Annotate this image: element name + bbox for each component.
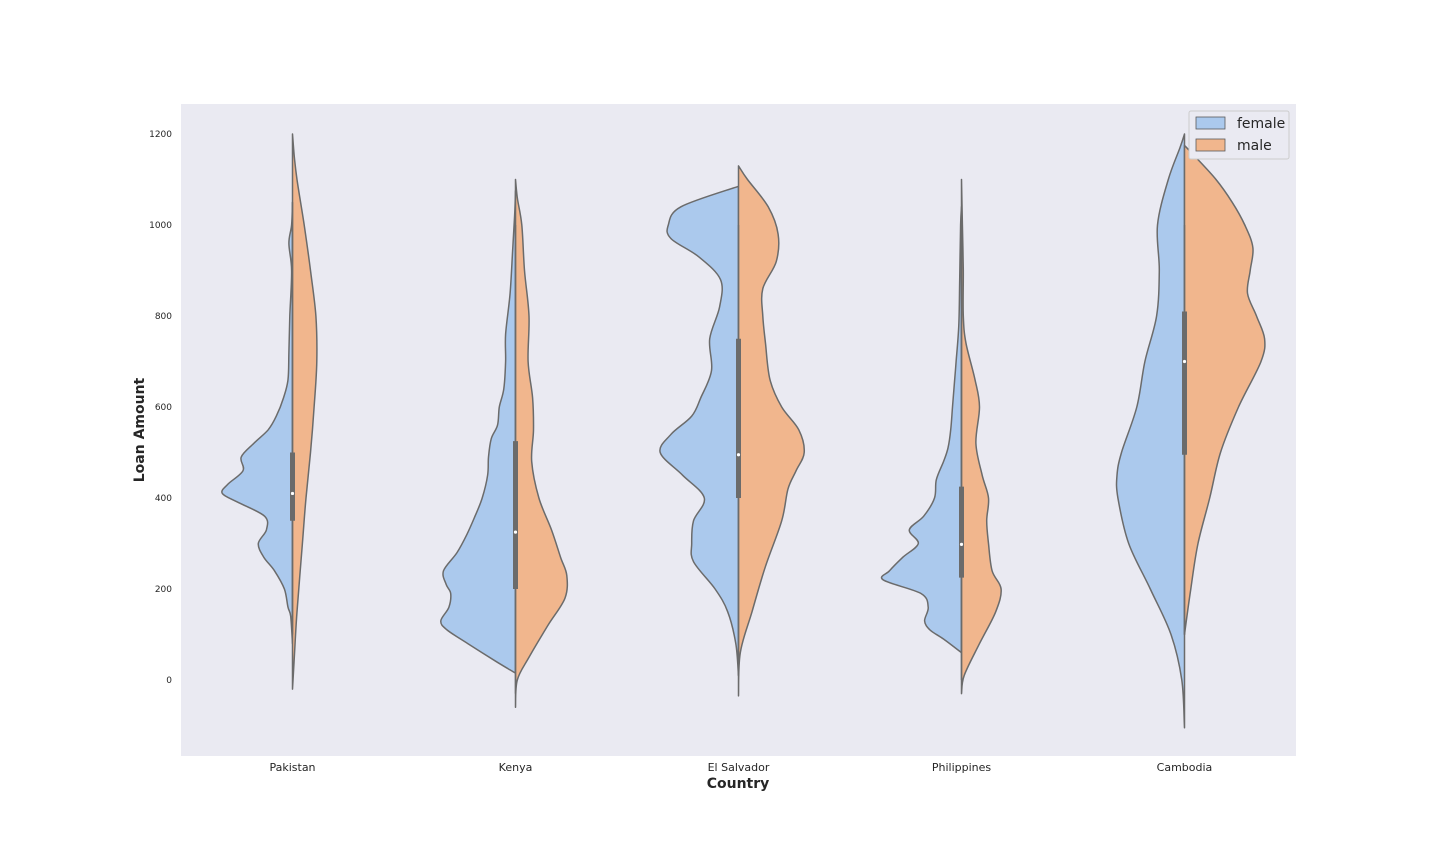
violin-half-male-el-salvador	[737, 165, 806, 697]
violin-half-male-kenya	[514, 178, 569, 709]
x-tick-labels: Pakistan Kenya El Salvador Philippines Cambo…	[269, 761, 1212, 774]
legend-label-female: female	[1237, 116, 1285, 132]
median-marker-pakistan	[290, 491, 295, 496]
violin-philippines	[880, 178, 1002, 695]
violin-half-female-kenya	[440, 190, 517, 674]
violin-half-female-pakistan	[221, 201, 294, 645]
median-marker-philippines	[959, 542, 964, 547]
violin-half-female-cambodia	[1115, 133, 1186, 729]
y-tick-label-800: 800	[155, 312, 172, 322]
median-marker-cambodia	[1182, 359, 1187, 364]
y-tick-label-200: 200	[155, 585, 172, 595]
violin-pakistan	[221, 133, 318, 690]
violin-half-male-philippines	[960, 178, 1002, 695]
violin-layer	[221, 133, 1266, 729]
y-tick-label-400: 400	[155, 494, 172, 504]
violin-half-male-cambodia	[1183, 144, 1266, 636]
median-marker-kenya	[513, 530, 518, 534]
violin-kenya	[440, 178, 569, 709]
legend-label-male: male	[1237, 138, 1272, 154]
violin-cambodia	[1115, 133, 1266, 729]
violin-half-male-pakistan	[291, 133, 318, 690]
y-axis-label: Loan Amount	[132, 377, 148, 482]
y-tick-label-0: 0	[166, 676, 172, 686]
violin-half-female-el-salvador	[659, 185, 740, 677]
median-marker-el-salvador	[736, 453, 741, 457]
legend: female male	[1188, 110, 1290, 160]
x-tick-label-cambodia: Cambodia	[1157, 761, 1213, 774]
violin-el-salvador	[659, 165, 806, 697]
x-tick-label-kenya: Kenya	[499, 761, 533, 774]
x-tick-label-el-salvador: El Salvador	[708, 761, 770, 774]
y-tick-labels: 0 200 400 600 800 1000 1200	[149, 130, 172, 686]
y-tick-label-600: 600	[155, 403, 172, 413]
y-tick-label-1200: 1200	[149, 130, 172, 140]
x-tick-label-pakistan: Pakistan	[269, 761, 315, 774]
violin-half-female-philippines	[880, 206, 963, 654]
x-tick-label-philippines: Philippines	[932, 761, 992, 774]
legend-swatch-female	[1195, 116, 1226, 130]
legend-swatch-male	[1195, 138, 1226, 152]
x-axis-label: Country	[707, 776, 770, 792]
y-tick-label-1000: 1000	[149, 221, 172, 231]
